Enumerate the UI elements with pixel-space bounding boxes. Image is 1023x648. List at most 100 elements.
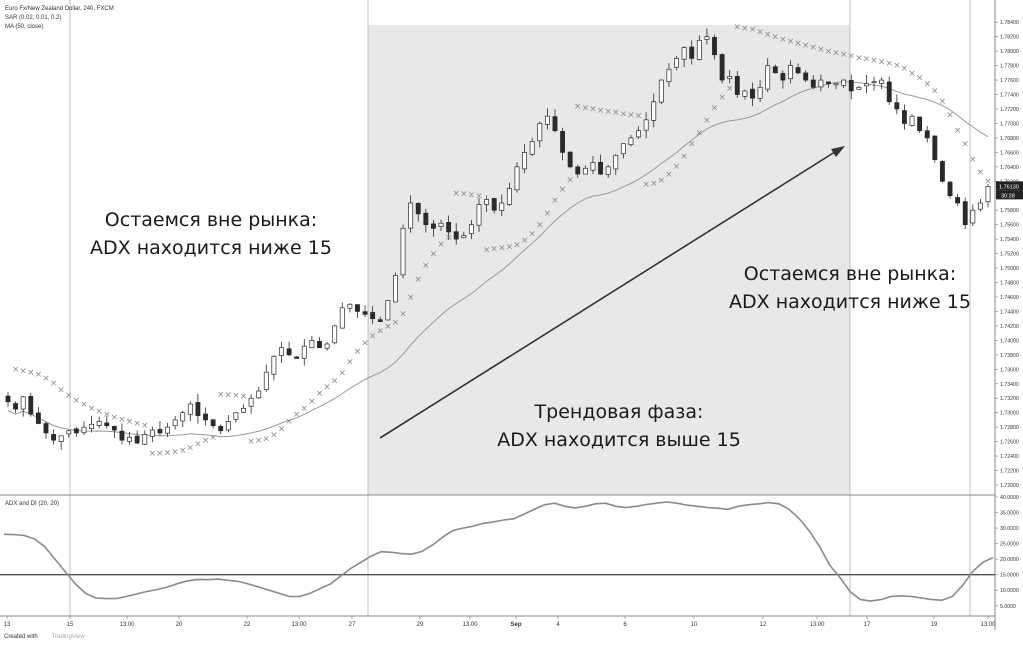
candle-body — [332, 325, 338, 344]
candle-body — [833, 83, 839, 86]
candle-body — [203, 413, 208, 421]
candle-body — [506, 188, 512, 205]
candle-body — [841, 79, 847, 86]
adx-tick-label: 5.0000 — [1000, 604, 1016, 610]
time-tick-label: 4 — [556, 622, 560, 628]
time-tick-label: 20 — [176, 622, 183, 628]
price-axis: 1.78400 1.78200 1.78000 1.77800 1.77600 1.774… — [995, 20, 1019, 489]
sar-dot: × — [779, 35, 787, 45]
candle-body — [339, 307, 345, 329]
sar-dot: × — [832, 49, 840, 59]
candle-body — [81, 426, 87, 434]
candle-body — [301, 345, 307, 359]
sar-dot: × — [840, 50, 848, 60]
candle-body — [901, 110, 907, 124]
time-tick-label: 12 — [760, 622, 767, 628]
candle-body — [119, 430, 125, 441]
candle-body — [970, 209, 976, 224]
price-tick-label: 1.78000 — [1000, 49, 1019, 55]
sar-dot: × — [764, 30, 772, 40]
symbol-label: Euro Fx/New Zealand Dollar, 240, FXCM — [5, 6, 114, 12]
candle-body — [636, 130, 641, 138]
candle-body — [681, 47, 687, 60]
candle-body — [111, 426, 117, 431]
candle-body — [788, 65, 793, 80]
candle-body — [195, 402, 201, 416]
candle-body — [476, 204, 482, 226]
sar-dot: × — [323, 382, 331, 392]
right-annotation-line1: Остаемся вне рынка: — [743, 263, 957, 285]
candle-body — [780, 73, 786, 81]
sar-dot: × — [422, 261, 430, 271]
candle-body — [408, 202, 414, 229]
time-tick-label: 6 — [623, 622, 627, 628]
sar-dot: × — [187, 443, 195, 453]
price-tick-label: 1.74400 — [1000, 309, 1019, 315]
candle-body — [256, 390, 262, 399]
sar-dot: × — [164, 448, 172, 458]
sar-dot: × — [414, 275, 422, 285]
price-tick-label: 1.76800 — [1000, 136, 1019, 142]
sar-dot: × — [946, 111, 954, 121]
sar-dot: × — [817, 45, 825, 55]
time-tick-label: 17 — [864, 622, 871, 628]
sar-dot: × — [718, 93, 726, 103]
price-tick-label: 1.73400 — [1000, 382, 1019, 388]
candle-body — [142, 434, 148, 445]
candle-body — [294, 356, 300, 359]
candle-body — [187, 403, 193, 415]
candle-body — [605, 166, 611, 175]
price-tick-label: 1.74200 — [1000, 324, 1019, 330]
ma-indicator-label: MA (50, close) — [5, 24, 44, 30]
candle-body — [628, 137, 634, 146]
sar-dot: × — [255, 436, 263, 446]
sar-dot: × — [536, 221, 544, 231]
sar-dot: × — [954, 126, 962, 136]
candle-body — [66, 430, 72, 435]
candle-body — [651, 101, 657, 121]
candle-body — [658, 79, 664, 103]
sar-dot: × — [111, 413, 119, 423]
candle-body — [947, 181, 953, 197]
candle-body — [826, 81, 831, 85]
sar-dot: × — [141, 421, 149, 431]
candle-body — [529, 141, 535, 155]
candle-body — [279, 347, 284, 356]
sar-dot: × — [80, 400, 88, 410]
candle-body — [438, 222, 444, 227]
sar-dot: × — [475, 191, 483, 201]
candle-body — [552, 116, 558, 132]
sar-dot: × — [278, 425, 286, 435]
sar-dot: × — [597, 106, 605, 116]
sar-dot: × — [452, 189, 460, 199]
sar-dot: × — [437, 240, 445, 250]
price-tick-label: 1.75800 — [1000, 208, 1019, 214]
sar-dot: × — [574, 102, 582, 112]
sar-dot: × — [749, 25, 757, 35]
sar-dot: × — [680, 152, 688, 162]
sar-dot: × — [658, 176, 666, 186]
sar-dot: × — [483, 245, 491, 255]
trend-arrow — [379, 146, 845, 439]
candle-body — [879, 79, 885, 84]
price-tick-label: 1.72400 — [1000, 454, 1019, 460]
price-tick-label: 1.72200 — [1000, 469, 1019, 475]
sar-dot: × — [217, 390, 225, 400]
sar-indicator-label: SAR (0.02, 0.01, 0.2) — [5, 15, 62, 21]
right-annotation: Остаемся вне рынка: ADX находится ниже 1… — [722, 260, 978, 316]
center-annotation-line1: Трендовая фаза: — [534, 401, 704, 423]
price-tick-label: 1.76400 — [1000, 165, 1019, 171]
price-tick-label: 1.75000 — [1000, 266, 1019, 272]
sar-dot: × — [589, 105, 597, 115]
candle-body — [430, 223, 436, 229]
price-tick-label: 1.77200 — [1000, 107, 1019, 113]
candle-body — [423, 212, 429, 226]
candle-body — [582, 167, 588, 175]
candle-body — [271, 355, 277, 375]
sar-dot: × — [270, 431, 278, 441]
candle-body — [560, 131, 566, 153]
sar-dot: × — [885, 59, 893, 69]
sar-dot: × — [57, 385, 65, 395]
candle-body — [772, 66, 778, 74]
